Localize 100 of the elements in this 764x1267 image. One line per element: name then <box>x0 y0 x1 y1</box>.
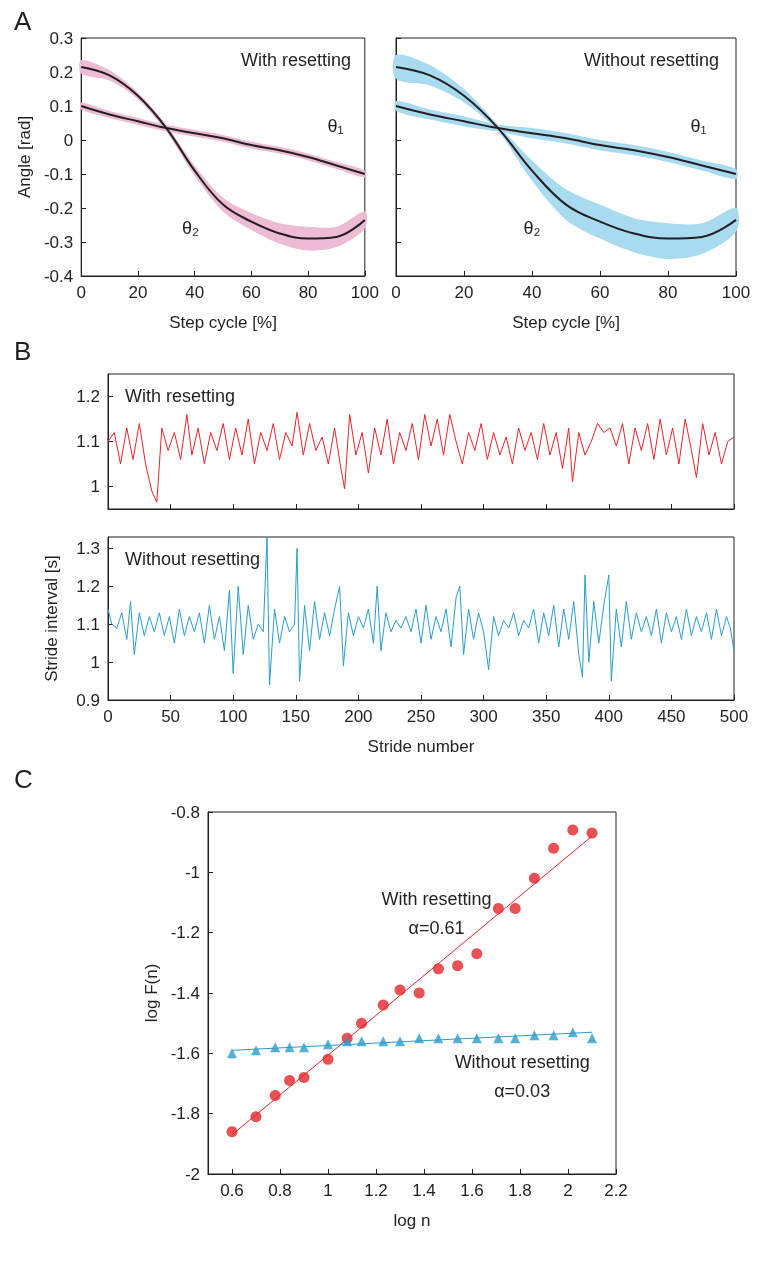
point <box>378 1036 389 1047</box>
x-tick-label: 2.2 <box>604 1181 628 1200</box>
point <box>298 1071 310 1083</box>
x-tick-label: 40 <box>185 283 205 302</box>
point <box>586 827 598 839</box>
x-tick-label: 500 <box>719 707 749 726</box>
text: B <box>14 336 32 366</box>
point <box>471 948 483 960</box>
point <box>492 903 504 915</box>
y-tick-label: -1.4 <box>170 983 200 1003</box>
point <box>227 1048 237 1059</box>
y-tick-label: -2 <box>184 1164 200 1184</box>
point <box>356 1017 368 1029</box>
text: With resetting <box>240 50 352 70</box>
point <box>414 1033 425 1044</box>
y-tick-label: 1.2 <box>76 576 100 596</box>
x-tick-label: 0.8 <box>268 1181 292 1200</box>
x-tick-label: 400 <box>594 707 623 726</box>
y-tick-label: -0.4 <box>43 266 74 286</box>
point <box>342 1036 353 1047</box>
point <box>356 1036 367 1047</box>
x-axis-title: log n <box>393 1211 431 1230</box>
point <box>528 872 540 884</box>
y-tick-label: 0.1 <box>49 96 74 116</box>
y-tick-label: -0.3 <box>43 232 74 252</box>
y-tick-label: 1.1 <box>76 432 100 451</box>
point <box>509 903 521 915</box>
point <box>322 1053 334 1065</box>
point <box>587 1033 597 1044</box>
y-tick-label: 1 <box>90 652 100 672</box>
annotation: Without resetting <box>454 1051 590 1072</box>
y-tick-label: -0.1 <box>43 164 74 184</box>
point <box>269 1090 281 1102</box>
x-tick-label: 80 <box>658 283 678 302</box>
y-axis-title: log F(n) <box>141 963 161 1023</box>
point <box>452 960 464 972</box>
y-tick-label: 1.3 <box>76 538 100 558</box>
text: A <box>14 6 32 36</box>
point <box>452 1033 463 1044</box>
text: Without resetting <box>125 549 261 569</box>
point <box>548 842 560 854</box>
x-tick-label: 150 <box>281 707 310 726</box>
text: Without resetting <box>583 50 719 70</box>
x-tick-label: 1.6 <box>460 1181 484 1200</box>
x-tick-label: 200 <box>344 707 373 726</box>
text: With resetting <box>125 386 236 406</box>
x-tick-label: 250 <box>406 707 436 726</box>
point <box>567 824 579 836</box>
x-tick-label: 100 <box>350 283 380 302</box>
annotation: θ₁ <box>327 116 344 137</box>
point <box>284 1042 295 1053</box>
point <box>394 984 406 996</box>
x-axis-title: Step cycle [%] <box>512 313 620 332</box>
x-tick-label: 1.8 <box>508 1181 532 1200</box>
x-tick-label: 450 <box>657 707 686 726</box>
y-tick-label: 0.2 <box>49 62 74 82</box>
x-tick-label: 350 <box>532 707 561 726</box>
y-axis-title: Angle [rad] <box>15 115 34 199</box>
y-tick-label: -0.2 <box>43 198 74 218</box>
point <box>567 1027 578 1038</box>
annotation: With resetting <box>381 888 492 909</box>
point <box>471 1033 482 1044</box>
x-tick-label: 0 <box>391 283 401 302</box>
point <box>284 1074 296 1086</box>
point <box>299 1042 309 1053</box>
x-tick-label: 100 <box>219 707 248 726</box>
point <box>250 1111 262 1123</box>
x-axis-title: Stride number <box>367 737 475 756</box>
x-tick-label: 0.6 <box>220 1181 244 1200</box>
y-tick-label: -0.8 <box>170 802 200 822</box>
y-tick-label: 0 <box>63 130 74 150</box>
x-tick-label: 2 <box>563 1181 573 1200</box>
line-series <box>107 411 735 503</box>
y-tick-label: 1.1 <box>76 614 100 634</box>
point <box>377 999 389 1011</box>
x-tick-label: 300 <box>469 707 498 726</box>
y-tick-label: 1.2 <box>76 387 100 406</box>
x-tick-label: 60 <box>590 283 610 302</box>
annotation: θ₂ <box>523 218 541 239</box>
annotation: θ₂ <box>181 218 199 239</box>
point <box>323 1039 333 1050</box>
point <box>270 1042 281 1053</box>
x-tick-label: 100 <box>721 283 751 302</box>
line-series <box>107 536 735 686</box>
point <box>395 1036 405 1047</box>
y-tick-label: -1.6 <box>170 1043 200 1063</box>
x-tick-label: 60 <box>241 283 261 302</box>
x-tick-label: 40 <box>522 283 542 302</box>
x-tick-label: 0 <box>103 707 113 726</box>
x-tick-label: 80 <box>298 283 318 302</box>
y-tick-label: 0.9 <box>76 690 100 710</box>
point <box>251 1045 261 1056</box>
x-tick-label: 20 <box>128 283 148 302</box>
annotation: θ₁ <box>690 116 707 137</box>
y-tick-label: -1 <box>184 862 200 882</box>
point <box>548 1030 559 1041</box>
text: C <box>14 764 33 794</box>
x-tick-label: 20 <box>454 283 474 302</box>
x-axis-title: Step cycle [%] <box>169 313 277 332</box>
point <box>226 1126 238 1138</box>
